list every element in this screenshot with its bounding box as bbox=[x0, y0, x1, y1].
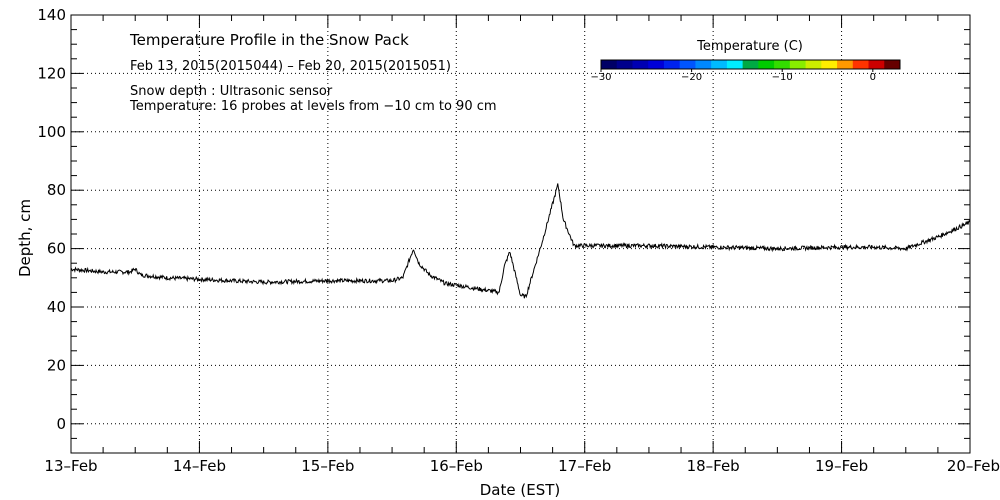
colorbar-swatch bbox=[679, 60, 696, 69]
x-tick-label: 18–Feb bbox=[687, 457, 740, 475]
snow-depth-line bbox=[70, 183, 971, 299]
y-tick-label: 60 bbox=[47, 240, 66, 258]
colorbar-swatch bbox=[805, 60, 822, 69]
colorbar-tick-label: 0 bbox=[870, 72, 876, 83]
x-axis: 13–Feb 14–Feb 15–Feb 16–Feb 17–Feb 18–Feb 19–F… bbox=[44, 15, 1000, 475]
y-tick-label: 140 bbox=[37, 6, 66, 24]
colorbar-swatch bbox=[726, 60, 744, 69]
y-tick-label: 0 bbox=[56, 415, 66, 433]
colorbar-swatch bbox=[616, 60, 633, 69]
colorbar-swatch bbox=[852, 60, 870, 69]
colorbar-swatch bbox=[821, 60, 838, 69]
y-tick-label: 120 bbox=[37, 64, 66, 82]
colorbar-tick-label: −30 bbox=[590, 72, 611, 83]
colorbar-swatch bbox=[884, 60, 901, 69]
colorbar-swatches bbox=[600, 59, 901, 70]
x-tick-label: 16–Feb bbox=[430, 457, 483, 475]
colorbar-swatch bbox=[758, 60, 775, 69]
x-tick-label: 15–Feb bbox=[301, 457, 354, 475]
annotation-temperature: Temperature: 16 probes at levels from −1… bbox=[129, 99, 497, 114]
colorbar-swatch bbox=[663, 60, 681, 69]
colorbar-swatch bbox=[648, 60, 665, 69]
y-tick-label: 100 bbox=[37, 123, 66, 141]
y-axis-label: Depth, cm bbox=[16, 199, 34, 277]
plot-frame bbox=[70, 14, 971, 454]
chart-title: Temperature Profile in the Snow Pack bbox=[129, 31, 409, 49]
annotation-snow-depth: Snow depth : Ultrasonic sensor bbox=[130, 84, 333, 99]
colorbar-frame bbox=[600, 59, 901, 70]
x-tick-label: 20–Feb bbox=[947, 457, 1000, 475]
colorbar-swatch bbox=[742, 60, 759, 69]
colorbar-tick-label: −20 bbox=[681, 72, 702, 83]
colorbar-tick-label: −10 bbox=[772, 72, 793, 83]
y-tick-label: 20 bbox=[47, 356, 66, 374]
colorbar-swatch bbox=[601, 60, 618, 69]
colorbar-title: Temperature (C) bbox=[696, 39, 803, 54]
y-axis: 0 20 40 60 80 100 120 140 bbox=[37, 6, 970, 433]
x-tick-label: 19–Feb bbox=[815, 457, 868, 475]
colorbar-swatch bbox=[695, 60, 712, 69]
temperature-colorbar: Temperature (C) −30 −20 −10 0 bbox=[590, 39, 901, 83]
x-tick-label: 14–Feb bbox=[173, 457, 226, 475]
colorbar-swatch bbox=[711, 60, 728, 69]
x-tick-label: 13–Feb bbox=[44, 457, 97, 475]
x-axis-label: Date (EST) bbox=[480, 481, 561, 499]
colorbar-swatch bbox=[632, 60, 649, 69]
colorbar-ticks: −30 −20 −10 0 bbox=[590, 69, 876, 83]
chart-subtitle: Feb 13, 2015(2015044) – Feb 20, 2015(201… bbox=[130, 59, 451, 74]
colorbar-swatch bbox=[789, 60, 807, 69]
colorbar-swatch bbox=[837, 60, 854, 69]
colorbar-swatch bbox=[868, 60, 885, 69]
x-tick-label: 17–Feb bbox=[558, 457, 611, 475]
minor-ticks bbox=[71, 15, 970, 454]
colorbar-swatch bbox=[774, 60, 791, 69]
y-tick-label: 40 bbox=[47, 298, 66, 316]
grid-lines bbox=[71, 14, 970, 453]
y-tick-label: 80 bbox=[47, 181, 66, 199]
